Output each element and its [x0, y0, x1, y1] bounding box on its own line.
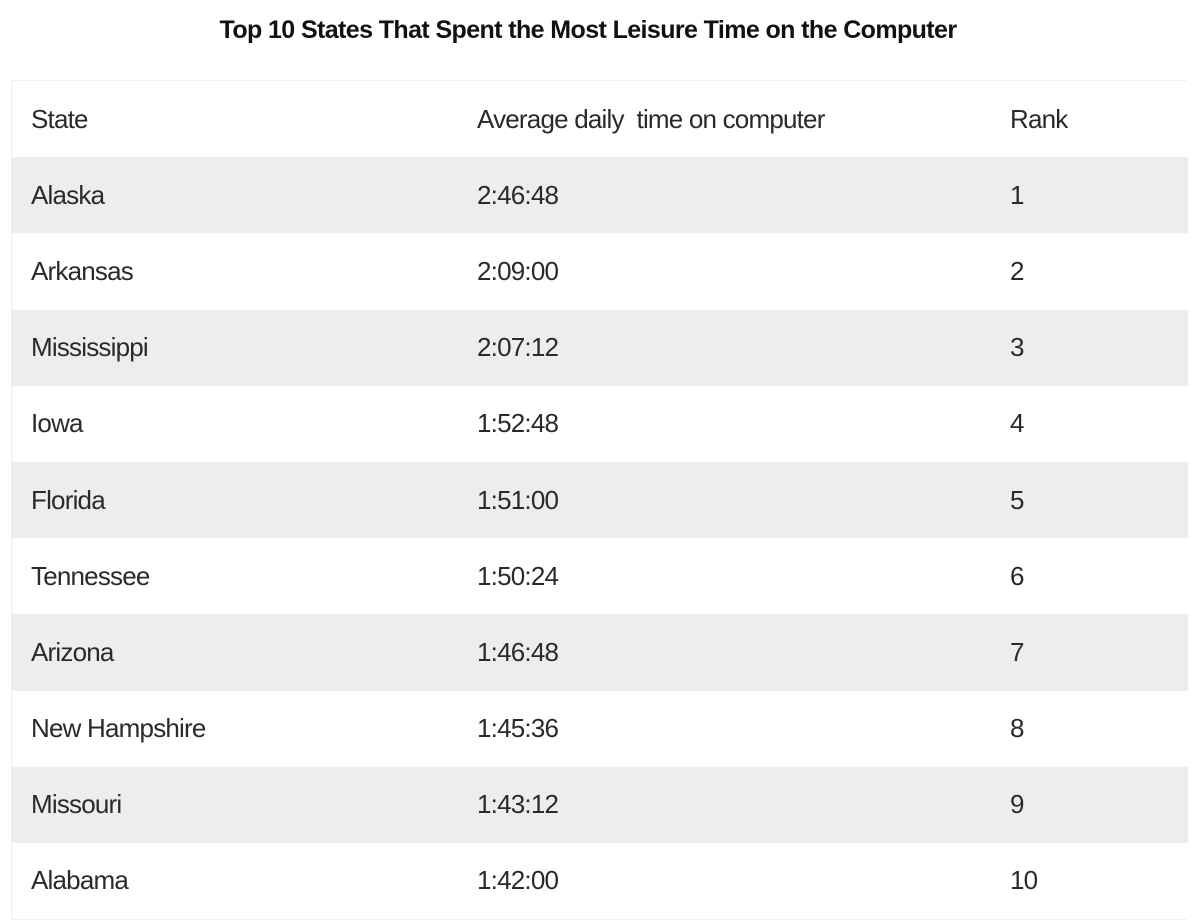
cell-rank: 9 [989, 766, 1188, 843]
column-header-rank: Rank [989, 81, 1188, 158]
data-table: State Average daily time on computer Ran… [12, 81, 1188, 920]
cell-state: Tennessee [12, 538, 458, 615]
cell-time: 1:51:00 [458, 461, 989, 539]
cell-rank: 6 [989, 538, 1188, 615]
table-title: Top 10 States That Spent the Most Leisur… [219, 16, 958, 44]
cell-rank: 1 [989, 157, 1188, 234]
data-table-container: State Average daily time on computer Ran… [11, 80, 1188, 921]
cell-time: 1:52:48 [458, 385, 989, 462]
cell-time: 2:07:12 [458, 309, 989, 386]
table-row: Alabama 1:42:00 10 [12, 842, 1188, 920]
table-row: Mississippi 2:07:12 3 [12, 309, 1188, 386]
table-row: New Hampshire 1:45:36 8 [12, 690, 1188, 767]
cell-time: 1:45:36 [458, 690, 989, 767]
cell-state: Alabama [12, 842, 458, 920]
table-row: Florida 1:51:00 5 [12, 461, 1188, 539]
cell-time: 1:46:48 [458, 614, 989, 691]
cell-state: Iowa [12, 385, 458, 462]
table-row: Tennessee 1:50:24 6 [12, 538, 1188, 615]
column-header-state: State [12, 81, 458, 158]
table-header-row: State Average daily time on computer Ran… [12, 81, 1188, 158]
cell-rank: 7 [989, 614, 1188, 691]
cell-rank: 10 [989, 842, 1188, 920]
cell-state: Alaska [12, 157, 458, 234]
cell-state: Arkansas [12, 233, 458, 310]
table-row: Alaska 2:46:48 1 [12, 157, 1188, 234]
cell-rank: 2 [989, 233, 1188, 310]
cell-time: 1:42:00 [458, 842, 989, 920]
cell-rank: 4 [989, 385, 1188, 462]
cell-time: 2:46:48 [458, 157, 989, 234]
cell-time: 2:09:00 [458, 233, 989, 310]
cell-rank: 5 [989, 461, 1188, 539]
table-row: Iowa 1:52:48 4 [12, 385, 1188, 462]
table-row: Missouri 1:43:12 9 [12, 766, 1188, 843]
cell-state: Mississippi [12, 309, 458, 386]
cell-time: 1:43:12 [458, 766, 989, 843]
cell-state: New Hampshire [12, 690, 458, 767]
cell-rank: 3 [989, 309, 1188, 386]
column-header-time: Average daily time on computer [458, 81, 989, 158]
cell-time: 1:50:24 [458, 538, 989, 615]
table-row: Arkansas 2:09:00 2 [12, 233, 1188, 310]
cell-state: Arizona [12, 614, 458, 691]
cell-state: Missouri [12, 766, 458, 843]
table-row: Arizona 1:46:48 7 [12, 614, 1188, 691]
cell-rank: 8 [989, 690, 1188, 767]
cell-state: Florida [12, 461, 458, 539]
